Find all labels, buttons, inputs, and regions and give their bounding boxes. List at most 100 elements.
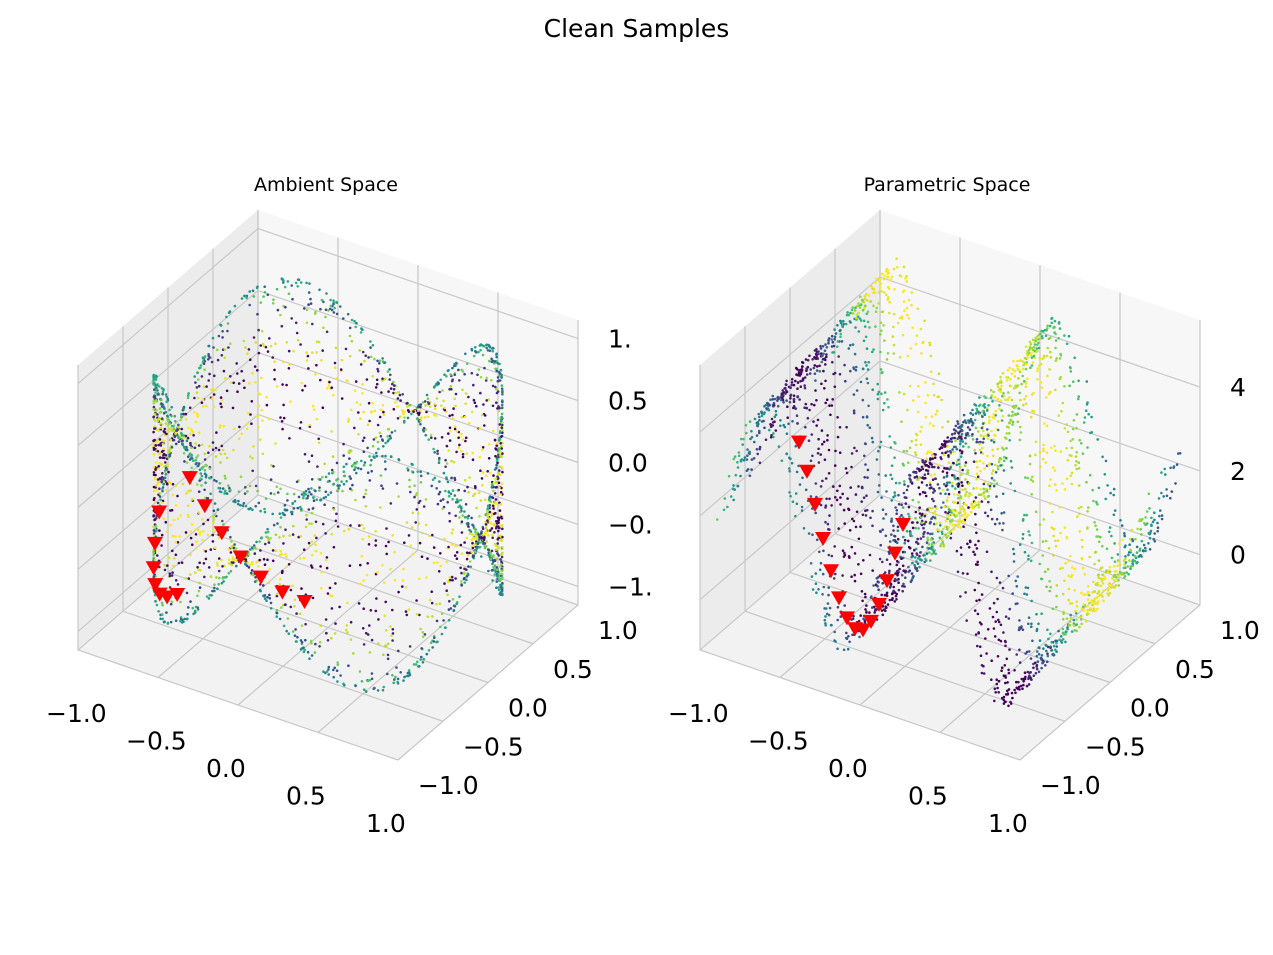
parametric-point (853, 352, 857, 356)
ambient-point (160, 463, 163, 467)
ambient-point (418, 665, 421, 668)
parametric-point (923, 319, 926, 323)
parametric-point (1021, 374, 1024, 378)
ambient-point (154, 391, 157, 394)
ambient-point (501, 535, 504, 539)
ambient-point (383, 377, 387, 381)
parametric-point (960, 451, 964, 455)
parametric-point (1062, 610, 1065, 614)
ambient-point (480, 484, 484, 487)
ambient-point (342, 442, 345, 446)
ambient-point (495, 444, 499, 447)
ambient-point (242, 501, 246, 505)
ambient-point (171, 493, 175, 497)
ambient-point (432, 413, 436, 416)
ambient-point (207, 597, 211, 600)
ambient-point (329, 304, 333, 308)
ambient-point (453, 397, 457, 401)
parametric-point (875, 306, 878, 310)
ambient-point (212, 509, 216, 513)
parametric-point (770, 417, 774, 421)
ambient-point (196, 464, 200, 468)
parametric-point (857, 302, 860, 305)
parametric-point (953, 474, 956, 477)
ambient-point (178, 436, 181, 440)
parametric-point (836, 489, 839, 493)
ambient-point (203, 355, 207, 358)
ambient-point (309, 639, 313, 643)
ambient-point (271, 356, 275, 359)
ambient-point (451, 489, 455, 492)
parametric-point (973, 501, 977, 504)
ambient-point (159, 617, 162, 621)
parametric-point (795, 502, 799, 506)
parametric-point (1018, 619, 1021, 622)
ambient-point (499, 565, 502, 568)
ambient-point (152, 551, 156, 554)
parametric-point (1075, 618, 1078, 621)
ambient-point (368, 678, 372, 682)
ambient-point (494, 520, 498, 523)
ambient-point (418, 577, 421, 581)
parametric-point (790, 381, 794, 384)
ambient-point (221, 398, 224, 402)
parametric-point (888, 311, 891, 315)
parametric-point (996, 597, 999, 601)
parametric-point (895, 509, 899, 512)
parametric-point (1061, 482, 1064, 485)
ambient-point (488, 359, 491, 363)
ambient-point (374, 530, 378, 533)
parametric-point (824, 504, 828, 508)
parametric-point (820, 429, 824, 432)
parametric-point (1050, 316, 1054, 320)
ambient-point (152, 553, 155, 556)
parametric-point (900, 315, 904, 318)
parametric-point (825, 355, 828, 359)
ambient-point (324, 315, 327, 319)
ambient-point (307, 367, 310, 370)
parametric-point (895, 598, 898, 601)
parametric-point (1065, 617, 1069, 620)
ambient-point (491, 404, 495, 408)
ambient-point (299, 421, 303, 424)
parametric-point (1019, 398, 1022, 402)
parametric-point (924, 401, 927, 405)
parametric-point (982, 664, 985, 668)
ambient-point (487, 457, 491, 460)
parametric-point (836, 647, 839, 651)
ambient-point (333, 361, 337, 365)
parametric-point (1024, 385, 1028, 389)
ambient-point (310, 511, 314, 515)
ambient-point (182, 451, 186, 455)
ambient-point (485, 376, 489, 380)
ambient-point (244, 563, 247, 566)
ambient-point (358, 524, 361, 527)
parametric-point (833, 337, 836, 341)
parametric-point (988, 415, 991, 419)
parametric-point (946, 481, 949, 485)
parametric-point (904, 571, 907, 574)
ambient-point (384, 467, 387, 471)
ambient-point (393, 550, 397, 554)
ambient-point (497, 519, 500, 522)
ambient-point (494, 367, 497, 371)
ambient-point (341, 489, 344, 493)
ambient-point (194, 381, 197, 384)
parametric-point (977, 500, 981, 504)
ambient-point (459, 498, 463, 502)
parametric-point (870, 436, 874, 440)
ambient-point (152, 418, 156, 421)
parametric-point (855, 449, 858, 453)
ambient-point (345, 379, 349, 382)
parametric-point (893, 591, 897, 594)
ambient-point (275, 592, 279, 596)
parametric-point (917, 476, 921, 479)
parametric-point (810, 402, 813, 406)
parametric-point (827, 613, 831, 617)
ambient-point (415, 508, 419, 511)
ambient-point (319, 307, 322, 311)
ambient-point (386, 653, 390, 657)
parametric-point (1078, 530, 1082, 533)
ambient-point (293, 500, 297, 503)
ambient-point (284, 305, 287, 309)
